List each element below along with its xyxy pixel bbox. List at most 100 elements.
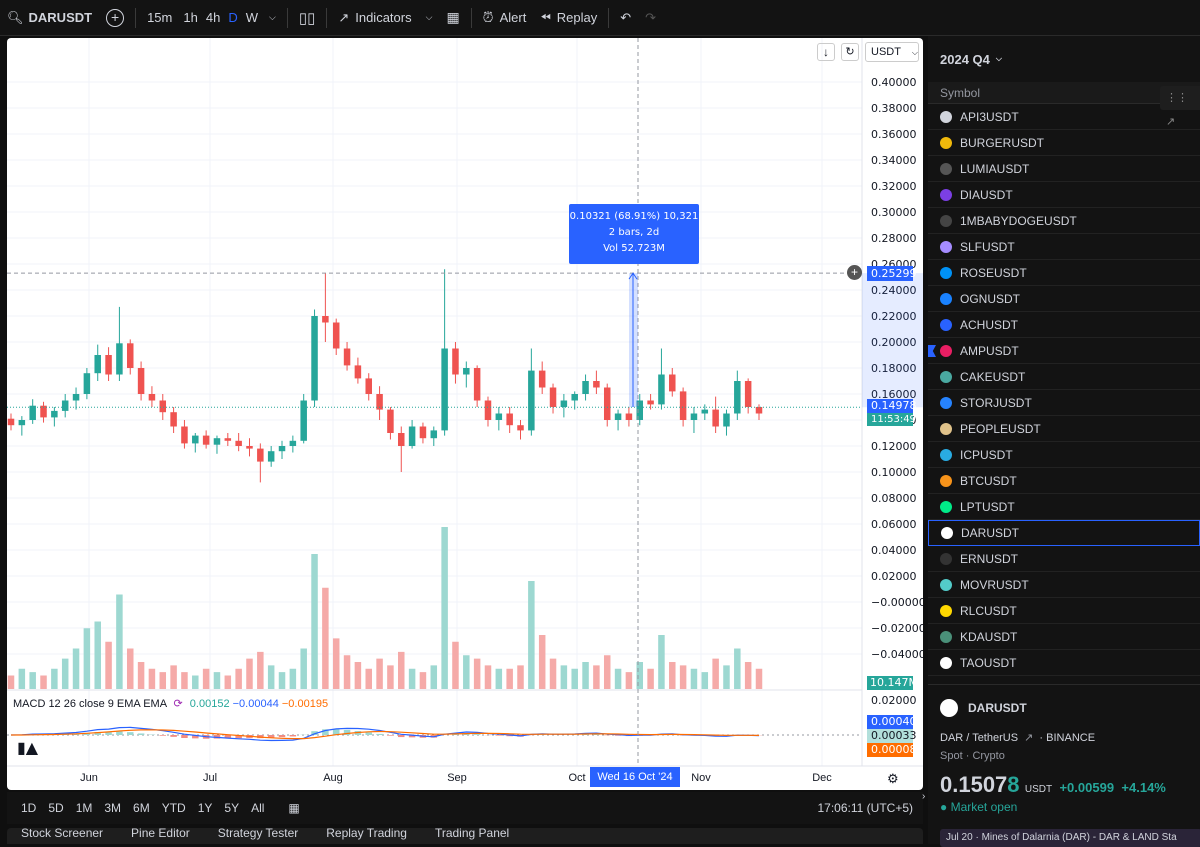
- interval-w[interactable]: W: [242, 0, 262, 36]
- scroll-down-button[interactable]: ↓: [817, 43, 835, 61]
- chevron-right-icon: ›: [922, 791, 925, 802]
- watchlist-item-burgerusdt[interactable]: BURGERUSDT: [928, 130, 1200, 156]
- macd-histogram-bar: [474, 734, 481, 735]
- tab-strategy-tester[interactable]: Strategy Tester: [204, 828, 312, 844]
- candle-body: [246, 446, 253, 449]
- watchlist-item-diausdt[interactable]: DIAUSDT: [928, 182, 1200, 208]
- watchlist-item-taousdt[interactable]: TAOUSDT: [928, 650, 1200, 676]
- watchlist-item-ognusdt[interactable]: OGNUSDT: [928, 286, 1200, 312]
- watchlist-item-storjusdt[interactable]: STORJUSDT: [928, 390, 1200, 416]
- watchlist-item-peopleusdt[interactable]: PEOPLEUSDT: [928, 416, 1200, 442]
- undo-button[interactable]: ↶: [613, 0, 638, 36]
- candle-body: [257, 449, 264, 462]
- details-dot: ·: [1039, 732, 1043, 744]
- candle: [344, 342, 351, 371]
- candle-body: [441, 349, 448, 431]
- flag-icon[interactable]: [928, 345, 936, 357]
- add-alert-crosshair-button[interactable]: +: [847, 265, 862, 280]
- interval-1h[interactable]: 1h: [179, 0, 201, 36]
- tab-trading-panel[interactable]: Trading Panel: [421, 828, 523, 844]
- news-item[interactable]: Jul 20 · Mines of Dalarnia (DAR) - DAR &…: [940, 829, 1200, 847]
- volume-bar: [192, 676, 199, 690]
- watchlist-item-icpusdt[interactable]: ICPUSDT: [928, 442, 1200, 468]
- reset-view-button[interactable]: ↻: [841, 43, 859, 61]
- macd-legend[interactable]: MACD 12 26 close 9 EMA EMA ⟳ 0.00152 −0.…: [13, 697, 328, 710]
- range-1m[interactable]: 1M: [70, 801, 99, 815]
- candle: [322, 273, 329, 342]
- candle-body: [170, 412, 177, 426]
- watchlist-item-1mbabydogeusdt[interactable]: 1MBABYDOGEUSDT: [928, 208, 1200, 234]
- drag-handle-icon[interactable]: ⋮⋮ ↗: [1160, 86, 1200, 110]
- compare-button[interactable]: +: [99, 0, 131, 36]
- currency-select[interactable]: USDT ⌵: [865, 42, 919, 62]
- watchlist-title-button[interactable]: 2024 Q4 ⌵: [928, 36, 1200, 82]
- watchlist-item-roseusdt[interactable]: ROSEUSDT: [928, 260, 1200, 286]
- range-5y[interactable]: 5Y: [218, 801, 245, 815]
- candle-body: [680, 391, 687, 420]
- watchlist-item-movrusdt[interactable]: MOVRUSDT: [928, 572, 1200, 598]
- indicators-button[interactable]: ↗︎ Indicators: [331, 0, 418, 36]
- candle-body: [582, 381, 589, 394]
- candle: [517, 420, 524, 440]
- candle: [51, 407, 58, 427]
- watchlist-item-ampusdt[interactable]: AMPUSDT: [928, 338, 1200, 364]
- candle-body: [539, 371, 546, 388]
- watchlist-item-kdausdt[interactable]: KDAUSDT: [928, 624, 1200, 650]
- macd-histogram-bar: [116, 732, 123, 735]
- range-5d[interactable]: 5D: [42, 801, 69, 815]
- watchlist-item-ernusdt[interactable]: ERNUSDT: [928, 546, 1200, 572]
- candle-body: [593, 381, 600, 388]
- chart-type-button[interactable]: ▯▯: [292, 0, 323, 36]
- interval-dropdown-button[interactable]: ⌵: [262, 0, 283, 36]
- watchlist-item-rlcusdt[interactable]: RLCUSDT: [928, 598, 1200, 624]
- range-all[interactable]: All: [245, 801, 270, 815]
- tab-pine-editor[interactable]: Pine Editor: [117, 828, 204, 844]
- candle: [365, 373, 372, 400]
- search-icon: 🔍︎: [7, 10, 24, 26]
- alert-button[interactable]: ⏰︎ Alert: [476, 0, 534, 36]
- divider: [608, 8, 609, 28]
- watchlist-item-achusdt[interactable]: ACHUSDT: [928, 312, 1200, 338]
- external-link-icon[interactable]: ↗: [1024, 732, 1033, 744]
- replay-button[interactable]: ⏪︎ Replay: [533, 0, 604, 36]
- symbol-logo-icon: [940, 319, 952, 331]
- watchlist-item-lptusdt[interactable]: LPTUSDT: [928, 494, 1200, 520]
- watchlist-item-btcusdt[interactable]: BTCUSDT: [928, 468, 1200, 494]
- candle: [441, 269, 448, 435]
- candle-body: [322, 316, 329, 323]
- volume-bar: [160, 672, 167, 689]
- price-chart[interactable]: 0.400000.380000.360000.340000.320000.300…: [7, 38, 923, 790]
- indicators-dropdown-button[interactable]: ⌵: [419, 0, 440, 36]
- redo-button[interactable]: ↷: [638, 0, 663, 36]
- candle-body: [615, 414, 622, 421]
- watchlist-item-cakeusdt[interactable]: CAKEUSDT: [928, 364, 1200, 390]
- interval-4h[interactable]: 4h: [202, 0, 224, 36]
- time-axis-settings-button[interactable]: ⚙︎: [887, 771, 899, 787]
- interval-d[interactable]: D: [224, 0, 241, 36]
- price-tick-label: 0.02000: [871, 570, 917, 583]
- interval-15m[interactable]: 15m: [140, 0, 179, 36]
- watchlist-item-slfusdt[interactable]: SLFUSDT: [928, 234, 1200, 260]
- range-3m[interactable]: 3M: [98, 801, 127, 815]
- symbol-search-button[interactable]: 🔍︎ DARUSDT: [0, 0, 99, 36]
- range-ytd[interactable]: YTD: [156, 801, 192, 815]
- clock-label[interactable]: 17:06:11 (UTC+5): [818, 801, 914, 815]
- volume-bar: [170, 665, 177, 689]
- layouts-button[interactable]: ▦: [439, 0, 466, 36]
- details-symbol[interactable]: DARUSDT: [968, 701, 1027, 715]
- candle-body: [19, 420, 26, 425]
- watchlist-item-lumiausdt[interactable]: LUMIAUSDT: [928, 156, 1200, 182]
- range-1d[interactable]: 1D: [15, 801, 42, 815]
- range-6m[interactable]: 6M: [127, 801, 156, 815]
- price-tick-label: 0.08000: [871, 492, 917, 505]
- details-price-last-digit: 8: [1007, 772, 1019, 797]
- watchlist-item-darusdt[interactable]: DARUSDT: [928, 520, 1200, 546]
- tab-stock-screener[interactable]: Stock Screener: [7, 828, 117, 844]
- range-1y[interactable]: 1Y: [192, 801, 219, 815]
- month-label: Dec: [812, 772, 832, 784]
- date-range-button[interactable]: ▦: [282, 801, 305, 815]
- tab-replay-trading[interactable]: Replay Trading: [312, 828, 421, 844]
- candle: [19, 416, 26, 436]
- volume-bar: [712, 659, 719, 689]
